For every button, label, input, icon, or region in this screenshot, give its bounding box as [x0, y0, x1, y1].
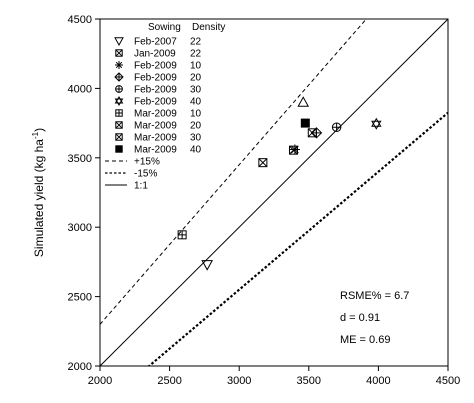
stats-text: ME = 0.69	[340, 334, 390, 346]
y-axis-label-superscript: -1	[31, 131, 40, 139]
marker-box	[288, 145, 298, 155]
y-axis-label: Simulated yield (kg ha-1)	[31, 128, 46, 257]
x-tick-label: 4000	[366, 375, 390, 387]
reference-line-dotted	[147, 111, 448, 366]
legend-sowing-label: Mar-2009	[134, 145, 177, 156]
marker-triangle-up	[371, 117, 382, 127]
y-tick-label: 4000	[68, 83, 92, 95]
data-point	[258, 158, 268, 168]
legend-item: +15%	[105, 157, 160, 168]
legend-item: Mar-2009 30	[115, 133, 202, 144]
x-tick-label: 4500	[436, 375, 460, 387]
marker-triangle-down	[114, 37, 124, 47]
y-tick-label: 3000	[68, 222, 92, 234]
legend-density-label: 20	[190, 73, 202, 84]
legend-density-label: 22	[190, 37, 202, 48]
marker-box	[115, 121, 123, 129]
data-point	[289, 144, 300, 155]
marker-asterisk	[289, 144, 300, 155]
marker-triangle-down	[201, 260, 214, 271]
y-axis-label-close: )	[32, 128, 46, 132]
marker-box	[115, 49, 123, 57]
legend-item: Jan-2009 22	[115, 49, 202, 60]
legend-item: Feb-2009 40	[114, 96, 202, 108]
legend-sowing-label: Feb-2007	[134, 37, 177, 48]
x-tick-label: 3500	[297, 375, 321, 387]
legend-item: Mar-2009 40	[115, 145, 202, 156]
marker-box	[115, 133, 123, 141]
y-tick-label: 3500	[68, 153, 92, 165]
y-axis-label-main: Simulated yield (kg ha	[32, 139, 46, 257]
marker-filled-square	[300, 118, 310, 128]
legend-density-label: 30	[190, 85, 202, 96]
y-tick-label: 4500	[68, 14, 92, 26]
legend-header: Sowing Density	[148, 22, 225, 33]
legend-item: Feb-2009 10	[115, 61, 202, 72]
marker-box	[258, 158, 268, 168]
plot-frame	[99, 18, 449, 367]
marker-triangle-down	[371, 120, 382, 130]
data-point	[297, 96, 310, 107]
stats-text: d = 0.91	[340, 312, 380, 324]
marker-triangle-up	[297, 96, 310, 107]
y-tick-label: 2500	[68, 292, 92, 304]
legend-density-label: 10	[190, 109, 202, 120]
data-point	[177, 230, 187, 240]
data-point	[331, 122, 342, 133]
legend-sowing-label: Feb-2009	[134, 97, 177, 108]
marker-triangle-up	[114, 96, 124, 104]
legend-density-label: 30	[190, 133, 202, 144]
legend-header-density: Density	[192, 22, 225, 33]
data-point	[307, 128, 317, 138]
reference-line-solid	[100, 19, 448, 366]
legend-item: 1:1	[105, 181, 148, 192]
legend-density-label: 10	[190, 61, 202, 72]
x-tick-label: 2500	[157, 375, 181, 387]
marker-asterisk	[115, 61, 123, 69]
legend-item: Feb-2009 30	[115, 85, 202, 96]
legend-density-label: 22	[190, 49, 202, 60]
x-tick-label: 3000	[227, 375, 251, 387]
legend-sowing-label: Feb-2009	[134, 73, 177, 84]
data-point	[371, 117, 382, 130]
legend-item: Feb-2009 20	[114, 72, 202, 84]
legend-density-label: 40	[190, 145, 202, 156]
legend-item: -15%	[105, 169, 157, 180]
marker-plus	[115, 109, 123, 117]
marker-x	[115, 49, 123, 57]
legend-item: Mar-2009 20	[115, 121, 202, 132]
stats-text: RSME% = 6.7	[340, 290, 409, 302]
marker-x	[258, 158, 268, 168]
data-point	[300, 118, 310, 128]
legend-sowing-label: Mar-2009	[134, 109, 177, 120]
marker-cross	[115, 73, 123, 81]
legend-density-label: 20	[190, 121, 202, 132]
marker-x	[115, 133, 123, 141]
marker-triangle-down	[114, 98, 124, 106]
marker-x	[115, 121, 123, 129]
legend-header-sowing: Sowing	[148, 22, 181, 33]
legend-sowing-label: Mar-2009	[134, 133, 177, 144]
legend-line-label: -15%	[134, 169, 157, 180]
legend-line-label: 1:1	[134, 181, 148, 192]
marker-cross	[332, 123, 341, 132]
legend-sowing-label: Mar-2009	[134, 121, 177, 132]
marker-plus	[178, 230, 187, 239]
marker-filled-square	[115, 145, 123, 153]
legend-item: Feb-2007 22	[114, 37, 202, 48]
legend-sowing-label: Jan-2009	[134, 49, 176, 60]
data-point	[201, 260, 214, 271]
marker-box	[307, 128, 317, 138]
y-tick-label: 2000	[68, 361, 92, 373]
legend-density-label: 40	[190, 97, 202, 108]
marker-cross	[115, 85, 123, 93]
marker-x	[307, 128, 317, 138]
legend-item: Mar-2009 10	[115, 109, 202, 120]
x-tick-label: 2000	[88, 375, 112, 387]
legend-sowing-label: Feb-2009	[134, 85, 177, 96]
legend-sowing-label: Feb-2009	[134, 61, 177, 72]
legend-line-label: +15%	[134, 157, 160, 168]
